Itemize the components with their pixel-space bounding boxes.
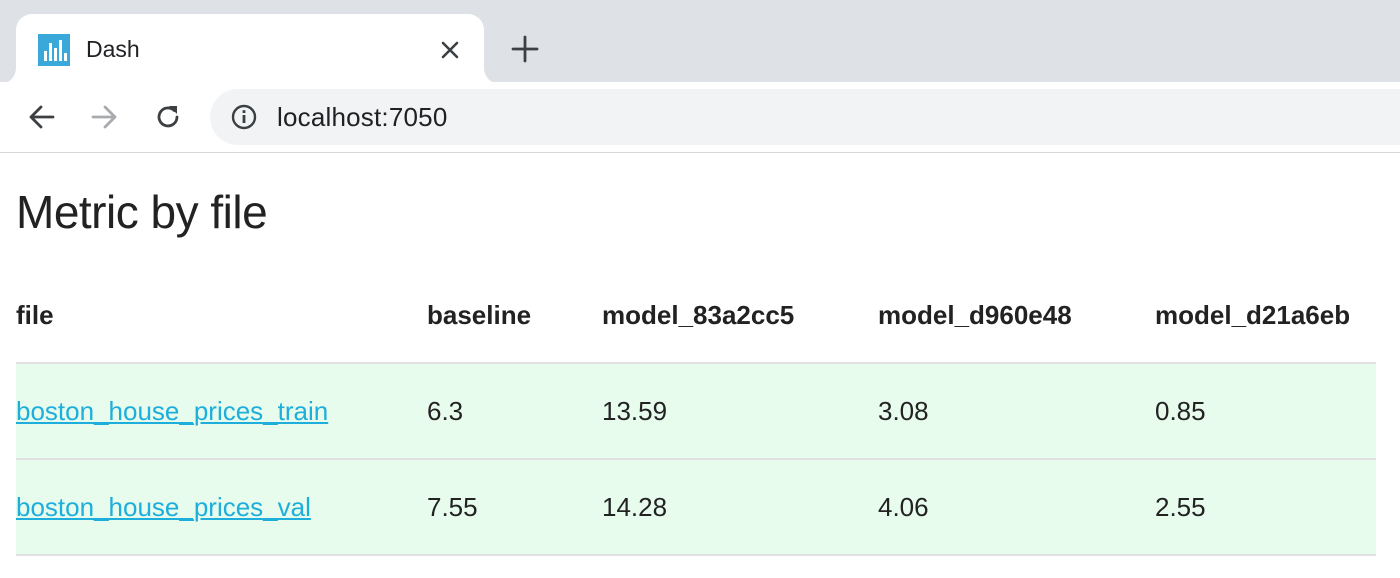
new-tab-plus-icon[interactable]	[508, 32, 542, 66]
model-83a2cc5-value: 14.28	[602, 459, 878, 556]
model-d21a6eb-value: 2.55	[1155, 459, 1376, 556]
column-header-file: file	[16, 268, 427, 364]
info-icon[interactable]	[230, 103, 258, 131]
file-link[interactable]: boston_house_prices_train	[16, 395, 329, 426]
metrics-table: file baseline model_83a2cc5 model_d960e4…	[16, 268, 1376, 556]
model-d960e48-value: 3.08	[878, 363, 1155, 460]
file-link[interactable]: boston_house_prices_val	[16, 491, 311, 522]
address-bar[interactable]: localhost:7050	[210, 89, 1400, 145]
column-header-model-d960e48: model_d960e48	[878, 268, 1155, 364]
url-text[interactable]: localhost:7050	[277, 102, 448, 132]
baseline-value: 7.55	[427, 459, 602, 556]
table-row: boston_house_prices_val 7.55 14.28 4.06 …	[16, 459, 1376, 556]
page-title: Metric by file	[16, 186, 268, 238]
model-d960e48-value: 4.06	[878, 459, 1155, 556]
reload-icon[interactable]	[150, 99, 186, 135]
tab-title: Dash	[86, 36, 140, 62]
close-tab-icon[interactable]	[436, 36, 464, 64]
column-header-model-d21a6eb: model_d21a6eb	[1155, 268, 1376, 364]
browser-toolbar: localhost:7050	[0, 82, 1400, 153]
baseline-value: 6.3	[427, 363, 602, 460]
forward-arrow-icon[interactable]	[86, 99, 122, 135]
dash-chart-icon	[38, 34, 70, 66]
file-cell: boston_house_prices_val	[16, 459, 427, 556]
file-cell: boston_house_prices_train	[16, 363, 427, 460]
table-row: boston_house_prices_train 6.3 13.59 3.08…	[16, 363, 1376, 460]
browser-tab[interactable]: Dash	[16, 14, 484, 84]
back-arrow-icon[interactable]	[24, 99, 60, 135]
table-header-row: file baseline model_83a2cc5 model_d960e4…	[16, 268, 1376, 364]
model-d21a6eb-value: 0.85	[1155, 363, 1376, 460]
page-content: Metric by file file baseline model_83a2c…	[0, 153, 1400, 578]
column-header-model-83a2cc5: model_83a2cc5	[602, 268, 878, 364]
model-83a2cc5-value: 13.59	[602, 363, 878, 460]
column-header-baseline: baseline	[427, 268, 602, 364]
tab-strip: Dash	[0, 0, 1400, 84]
